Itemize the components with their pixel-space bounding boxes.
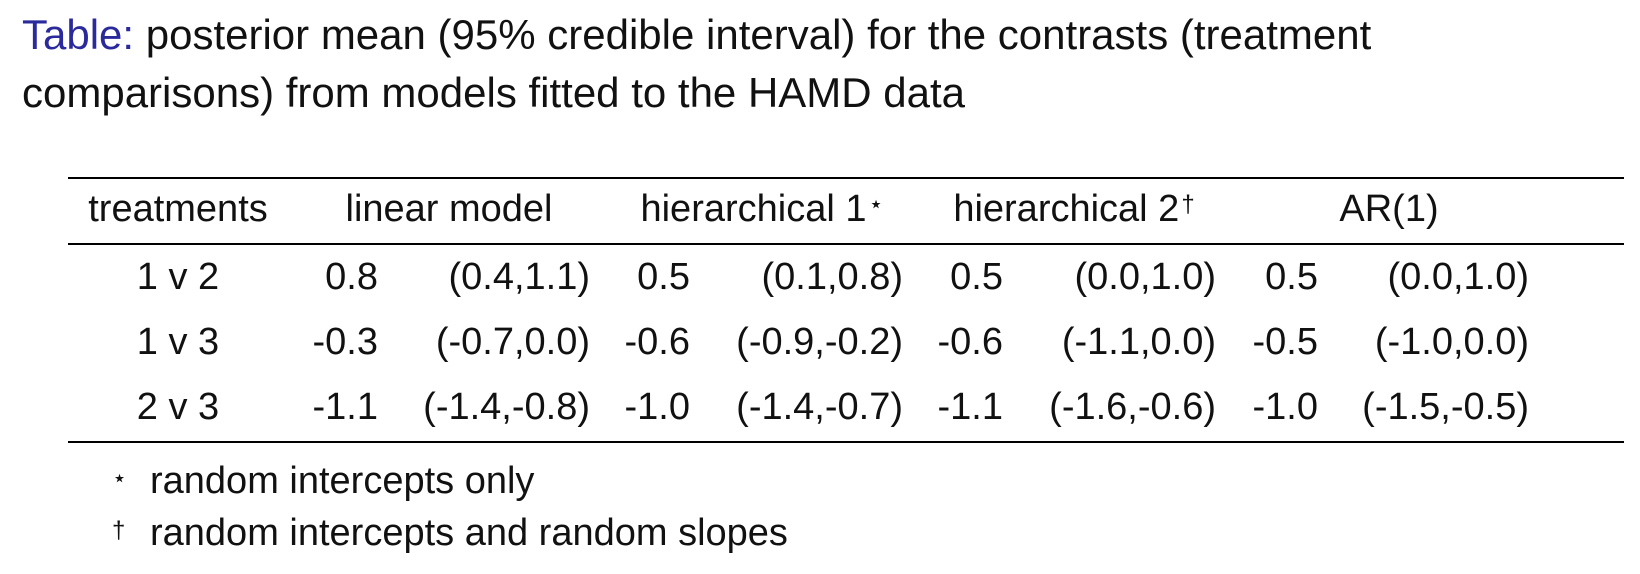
footnote-dagger: † random intercepts and random slopes xyxy=(112,510,788,556)
footnote-star-text: random intercepts only xyxy=(150,460,535,502)
row-3-hier2-mean: -1.1 xyxy=(937,386,1003,428)
row-2-linear-ci: (-0.7,0.0) xyxy=(435,321,590,363)
row-2-ar1-mean: -0.5 xyxy=(1252,321,1318,363)
row-2-hier2-mean: -0.6 xyxy=(937,321,1003,363)
table-top-rule xyxy=(68,177,1624,179)
table-caption: Table: posterior mean (95% credible inte… xyxy=(22,6,1622,122)
row-3-linear-ci: (-1.4,-0.8) xyxy=(423,386,590,428)
dagger-footnote-mark: † xyxy=(1181,191,1195,218)
row-2-hier1-ci: (-0.9,-0.2) xyxy=(736,321,903,363)
header-hierarchical-2-label: hierarchical 2 xyxy=(953,188,1180,230)
row-3-ar1-mean: -1.0 xyxy=(1252,386,1318,428)
header-treatments: treatments xyxy=(88,188,268,230)
header-linear-model: linear model xyxy=(345,188,553,230)
row-1-treatments: 1 v 2 xyxy=(136,256,220,298)
caption-label: Table: xyxy=(22,11,135,58)
caption-text: posterior mean (95% credible interval) f… xyxy=(22,11,1372,116)
row-3-hier1-mean: -1.0 xyxy=(624,386,690,428)
header-ar1: AR(1) xyxy=(1339,188,1439,230)
table-header-rule xyxy=(68,243,1624,245)
header-hierarchical-1: hierarchical 1⋆ xyxy=(640,186,883,232)
row-3-hier1-ci: (-1.4,-0.7) xyxy=(736,386,903,428)
footnote-dagger-symbol: † xyxy=(112,517,126,544)
row-2-treatments: 1 v 3 xyxy=(136,321,220,363)
row-1-linear-mean: 0.8 xyxy=(325,256,378,298)
row-1-hier1-mean: 0.5 xyxy=(637,256,690,298)
row-1-hier2-ci: (0.0,1.0) xyxy=(1074,256,1216,298)
row-3-hier2-ci: (-1.6,-0.6) xyxy=(1049,386,1216,428)
footnote-dagger-text: random intercepts and random slopes xyxy=(150,512,788,554)
row-3-linear-mean: -1.1 xyxy=(312,386,378,428)
row-2-hier2-ci: (-1.1,0.0) xyxy=(1061,321,1216,363)
footnote-star-symbol: ⋆ xyxy=(112,465,128,492)
row-1-linear-ci: (0.4,1.1) xyxy=(448,256,590,298)
header-hierarchical-1-label: hierarchical 1 xyxy=(640,188,867,230)
row-1-ar1-mean: 0.5 xyxy=(1265,256,1318,298)
row-2-linear-mean: -0.3 xyxy=(312,321,378,363)
header-hierarchical-2: hierarchical 2† xyxy=(953,186,1194,232)
row-3-ar1-ci: (-1.5,-0.5) xyxy=(1362,386,1529,428)
footnote-star: ⋆ random intercepts only xyxy=(112,458,534,504)
row-1-hier2-mean: 0.5 xyxy=(950,256,1003,298)
row-2-ar1-ci: (-1.0,0.0) xyxy=(1374,321,1529,363)
row-2-hier1-mean: -0.6 xyxy=(624,321,690,363)
row-1-ar1-ci: (0.0,1.0) xyxy=(1387,256,1529,298)
star-footnote-mark: ⋆ xyxy=(868,191,884,218)
table-bottom-rule xyxy=(68,441,1624,443)
row-1-hier1-ci: (0.1,0.8) xyxy=(761,256,903,298)
row-3-treatments: 2 v 3 xyxy=(136,386,220,428)
